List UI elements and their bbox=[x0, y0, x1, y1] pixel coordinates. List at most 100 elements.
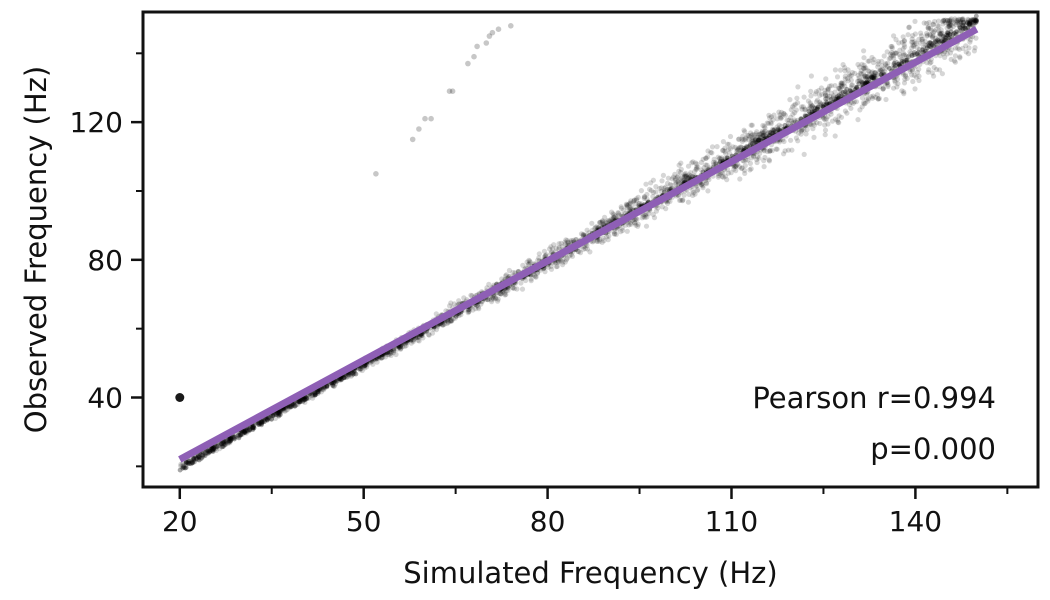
scatter-point bbox=[904, 75, 910, 81]
scatter-point bbox=[942, 54, 948, 61]
scatter-point bbox=[893, 50, 899, 56]
scatter-point bbox=[814, 120, 820, 126]
scatter-point bbox=[972, 45, 978, 51]
scatter-point bbox=[874, 73, 880, 79]
scatter-point bbox=[912, 39, 918, 45]
scatter-point bbox=[297, 398, 303, 404]
scatter-point bbox=[889, 49, 895, 56]
scatter-point bbox=[659, 204, 665, 210]
scatter-point bbox=[939, 30, 946, 36]
scatter-point bbox=[200, 452, 206, 458]
scatter-point bbox=[379, 355, 385, 361]
scatter-point bbox=[801, 94, 807, 100]
scatter-point bbox=[526, 257, 532, 263]
scatter-point bbox=[895, 81, 901, 87]
scatter-point bbox=[901, 38, 908, 44]
scatter-point bbox=[315, 390, 321, 396]
outlier-point bbox=[428, 115, 434, 122]
scatter-point bbox=[822, 90, 828, 96]
scatter-point bbox=[781, 111, 787, 117]
scatter-point bbox=[599, 239, 605, 245]
scatter-point bbox=[358, 366, 364, 372]
scatter-point bbox=[610, 211, 616, 217]
outlier-point bbox=[483, 40, 490, 46]
scatter-point bbox=[388, 352, 394, 358]
scatter-point bbox=[781, 138, 787, 145]
scatter-point bbox=[690, 159, 696, 165]
scatter-point bbox=[416, 338, 422, 344]
scatter-point bbox=[675, 181, 681, 187]
scatter-point bbox=[418, 332, 424, 338]
scatter-point bbox=[639, 215, 645, 221]
scatter-point bbox=[594, 238, 600, 244]
scatter-point bbox=[635, 194, 641, 200]
scatter-point bbox=[502, 290, 508, 296]
scatter-point bbox=[627, 200, 634, 207]
scatter-point bbox=[411, 337, 417, 343]
scatter-point bbox=[842, 65, 848, 71]
scatter-point bbox=[449, 318, 455, 324]
scatter-point bbox=[178, 463, 184, 469]
scatter-point bbox=[523, 277, 529, 284]
scatter-point bbox=[195, 452, 201, 459]
scatter-point bbox=[858, 68, 864, 74]
scatter-point bbox=[742, 170, 748, 176]
scatter-point bbox=[562, 241, 568, 247]
scatter-point bbox=[582, 246, 589, 252]
scatter-point bbox=[286, 405, 293, 411]
scatter-point bbox=[891, 85, 897, 91]
scatter-point bbox=[788, 137, 794, 143]
scatter-point bbox=[277, 412, 283, 418]
scatter-point bbox=[887, 51, 894, 57]
scatter-point bbox=[357, 366, 363, 372]
scatter-point bbox=[330, 382, 336, 388]
scatter-point bbox=[754, 156, 760, 163]
scatter-point bbox=[946, 23, 952, 29]
scatter-point bbox=[891, 33, 897, 39]
scatter-point bbox=[748, 132, 755, 138]
scatter-point bbox=[800, 104, 806, 110]
scatter-point bbox=[709, 144, 716, 150]
scatter-point bbox=[837, 67, 844, 73]
scatter-point bbox=[602, 219, 608, 225]
scatter-point bbox=[801, 151, 807, 157]
outlier-point bbox=[409, 136, 416, 143]
scatter-point bbox=[930, 22, 936, 28]
scatter-point bbox=[793, 107, 799, 113]
scatter-point bbox=[461, 295, 467, 301]
scatter-point bbox=[807, 103, 813, 110]
scatter-point bbox=[894, 84, 900, 90]
scatter-point bbox=[972, 18, 978, 24]
scatter-point bbox=[776, 122, 782, 128]
scatter-point bbox=[676, 168, 682, 174]
scatter-point bbox=[856, 75, 862, 81]
scatter-point bbox=[823, 76, 829, 82]
scatter-point bbox=[212, 444, 218, 450]
scatter-point bbox=[742, 129, 748, 135]
scatter-point bbox=[350, 369, 356, 375]
scatter-point bbox=[748, 166, 754, 172]
scatter-point bbox=[947, 34, 953, 41]
scatter-point bbox=[338, 377, 344, 383]
scatter-point bbox=[761, 130, 767, 136]
scatter-point bbox=[373, 357, 379, 363]
scatter-point bbox=[705, 148, 711, 154]
scatter-point bbox=[695, 186, 701, 193]
scatter-point bbox=[768, 119, 774, 125]
scatter-point bbox=[621, 207, 627, 213]
scatter-point bbox=[742, 162, 748, 169]
scatter-point bbox=[893, 50, 900, 56]
scatter-point bbox=[855, 117, 861, 123]
scatter-point bbox=[925, 69, 931, 75]
scatter-point bbox=[761, 129, 767, 135]
scatter-point bbox=[958, 19, 964, 25]
scatter-point bbox=[776, 109, 782, 115]
scatter-point bbox=[283, 407, 289, 413]
scatter-point bbox=[196, 453, 202, 460]
scatter-point bbox=[768, 121, 774, 127]
scatter-point bbox=[745, 157, 751, 163]
outlier-point bbox=[175, 393, 185, 402]
scatter-point bbox=[536, 255, 542, 261]
scatter-point bbox=[945, 21, 951, 27]
scatter-point bbox=[265, 415, 271, 421]
